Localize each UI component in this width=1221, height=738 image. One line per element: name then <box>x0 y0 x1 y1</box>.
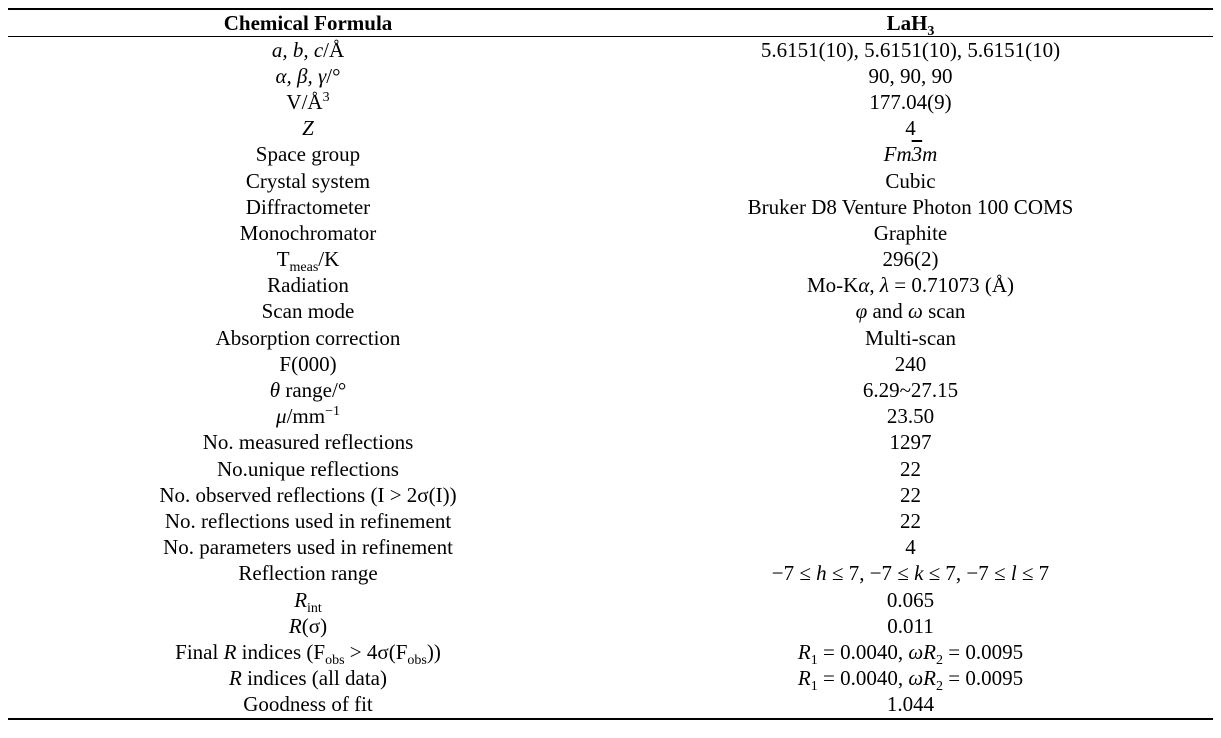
table-row: Space group Fm3m <box>8 142 1213 168</box>
row-label: Final R indices (Fobs > 4σ(Fobs)) <box>175 639 441 669</box>
row-value: 5.6151(10), 5.6151(10), 5.6151(10) <box>760 37 1061 62</box>
row-value: R1 = 0.0040, ωR2 = 0.0095 <box>797 666 1024 695</box>
row-value: 23.50 <box>886 404 935 429</box>
table-row: Rint 0.065 <box>8 587 1213 616</box>
row-value: 240 <box>894 351 927 376</box>
row-label: Diffractometer <box>245 194 371 219</box>
bottom-rule <box>8 717 1213 720</box>
row-label: R(σ) <box>288 613 328 638</box>
row-label: Monochromator <box>239 220 377 245</box>
table-row: No. parameters used in refinement 4 <box>8 535 1213 561</box>
table-row: θ range/° 6.29~27.15 <box>8 377 1213 403</box>
row-value: Mo-Kα, λ = 0.71073 (Å) <box>807 273 1014 298</box>
row-label: V/Å3 <box>286 89 330 114</box>
row-value: 4 <box>905 116 916 141</box>
row-value: 22 <box>900 482 921 507</box>
table-row: Monochromator Graphite <box>8 220 1213 246</box>
row-label: No. measured reflections <box>202 430 414 455</box>
table-row: No. measured reflections 1297 <box>8 430 1213 456</box>
row-label: Crystal system <box>245 168 371 193</box>
row-label: Z <box>302 116 314 141</box>
row-label: Space group <box>255 142 361 167</box>
row-value: 90, 90, 90 <box>868 63 953 88</box>
table-row: Scan mode φ and ω scan <box>8 299 1213 325</box>
header-row: Chemical Formula LaH3 <box>8 10 1213 39</box>
row-label: Absorption correction <box>215 325 401 350</box>
row-value: Graphite <box>873 220 948 245</box>
top-rule <box>8 8 1213 10</box>
table-row: μ/mm−1 23.50 <box>8 404 1213 430</box>
row-value: Bruker D8 Venture Photon 100 COMS <box>747 194 1074 219</box>
row-label: a, b, c/Å <box>271 37 345 62</box>
table-row: a, b, c/Å 5.6151(10), 5.6151(10), 5.6151… <box>8 37 1213 63</box>
table-row: No.unique reflections 22 <box>8 456 1213 482</box>
row-label: Goodness of fit <box>243 692 373 717</box>
table-row: Z 4 <box>8 116 1213 142</box>
row-label: No. parameters used in refinement <box>163 535 453 560</box>
row-label: μ/mm−1 <box>276 404 340 429</box>
table-row: α, β, γ/° 90, 90, 90 <box>8 63 1213 89</box>
row-value: 177.04(9) <box>869 89 952 114</box>
table-row: R(σ) 0.011 <box>8 613 1213 639</box>
header-formula: LaH3 <box>886 10 935 39</box>
row-value: φ and ω scan <box>855 299 966 324</box>
table-row: V/Å3 177.04(9) <box>8 89 1213 115</box>
table-row: Diffractometer Bruker D8 Venture Photon … <box>8 194 1213 220</box>
row-label: F(000) <box>279 351 337 376</box>
header-rule <box>8 36 1213 37</box>
row-value: 296(2) <box>882 247 939 272</box>
table-row: Reflection range −7 ≤ h ≤ 7, −7 ≤ k ≤ 7,… <box>8 561 1213 587</box>
row-value: 22 <box>900 456 921 481</box>
table-row: Tmeas/K 296(2) <box>8 247 1213 276</box>
row-value: 1297 <box>889 430 932 455</box>
row-label: Reflection range <box>238 561 378 586</box>
table-row: F(000) 240 <box>8 351 1213 377</box>
table-row: No. reflections used in refinement 22 <box>8 508 1213 534</box>
row-label: α, β, γ/° <box>275 63 341 88</box>
table-row: Final R indices (Fobs > 4σ(Fobs)) R1 = 0… <box>8 639 1213 669</box>
row-value: 0.011 <box>887 613 934 638</box>
table-row: No. observed reflections (I > 2σ(I)) 22 <box>8 482 1213 508</box>
table-row: Radiation Mo-Kα, λ = 0.71073 (Å) <box>8 273 1213 299</box>
row-value: Fm3m <box>883 142 938 167</box>
table-row: Goodness of fit 1.044 <box>8 692 1213 718</box>
row-label: θ range/° <box>269 378 347 403</box>
row-label: Tmeas/K <box>276 247 340 276</box>
row-label: No. observed reflections (I > 2σ(I)) <box>159 482 457 507</box>
row-label: R indices (all data) <box>228 666 387 691</box>
row-value: 22 <box>900 508 921 533</box>
row-label: No. reflections used in refinement <box>164 508 452 533</box>
row-value: 4 <box>905 535 916 560</box>
row-label: Rint <box>294 587 322 616</box>
row-label: No.unique reflections <box>217 456 399 481</box>
table-row: Absorption correction Multi-scan <box>8 325 1213 351</box>
row-value: 6.29~27.15 <box>862 378 959 403</box>
header-label: Chemical Formula <box>223 10 393 35</box>
row-value: 1.044 <box>886 692 935 717</box>
row-label: Scan mode <box>261 299 355 324</box>
row-value: 0.065 <box>886 587 935 612</box>
row-label: Radiation <box>267 273 349 298</box>
row-value: Cubic <box>885 168 936 193</box>
table-row: Crystal system Cubic <box>8 168 1213 194</box>
row-value: R1 = 0.0040, ωR2 = 0.0095 <box>797 639 1024 669</box>
row-value: −7 ≤ h ≤ 7, −7 ≤ k ≤ 7, −7 ≤ l ≤ 7 <box>771 561 1050 586</box>
crystal-data-table: Chemical Formula LaH3 a, b, c/Å 5.6151(1… <box>8 8 1213 720</box>
row-value: Multi-scan <box>865 325 956 350</box>
table-row: R indices (all data) R1 = 0.0040, ωR2 = … <box>8 666 1213 695</box>
